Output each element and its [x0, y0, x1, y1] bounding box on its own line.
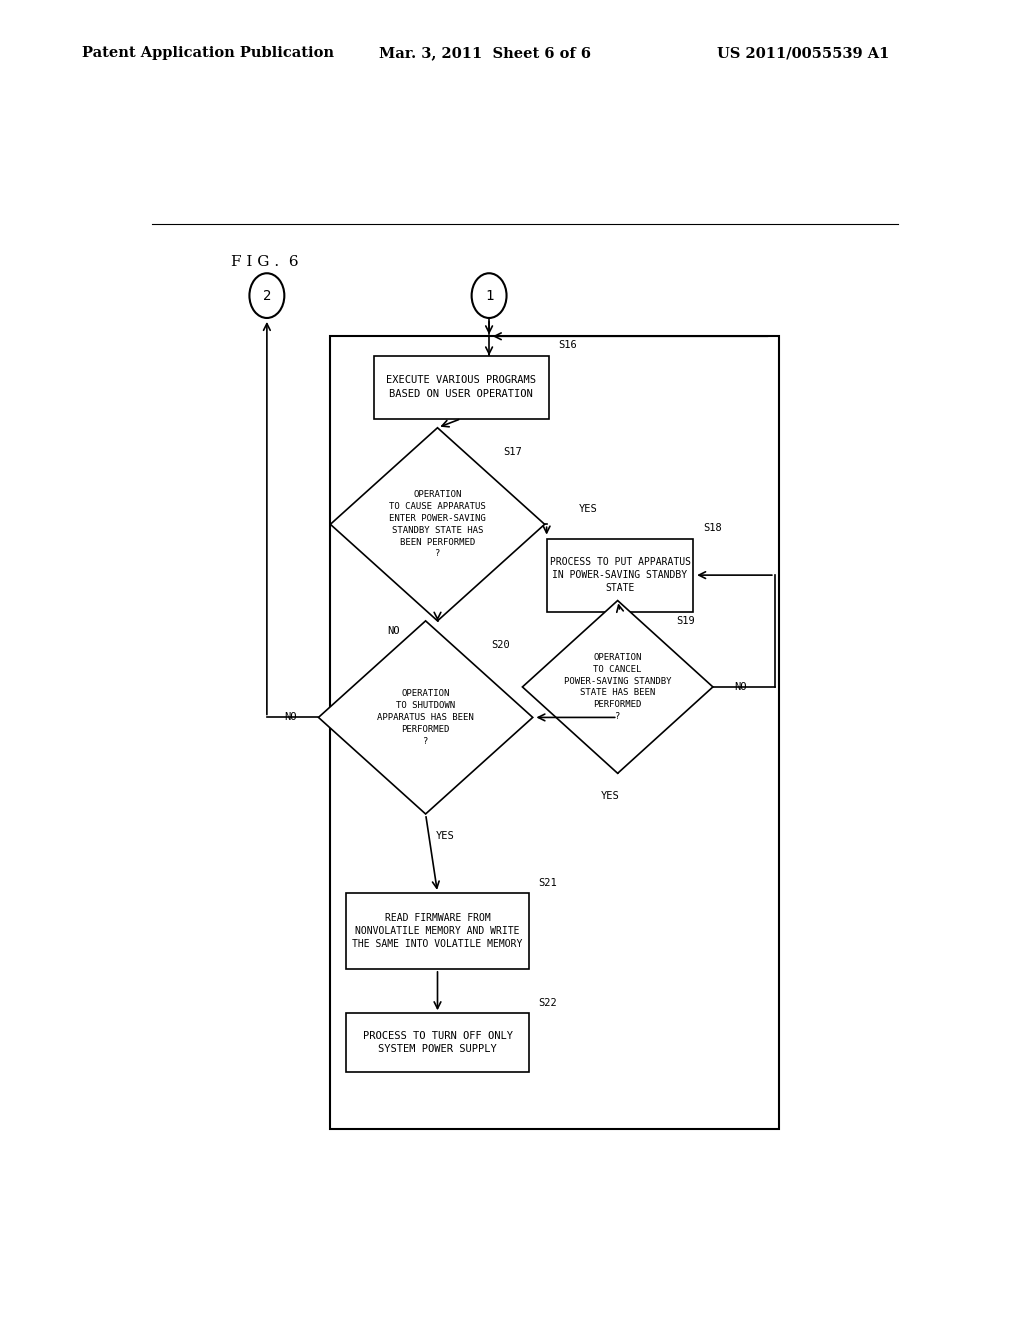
Text: Patent Application Publication: Patent Application Publication — [82, 46, 334, 61]
Text: OPERATION
TO CANCEL
POWER-SAVING STANDBY
STATE HAS BEEN
PERFORMED
?: OPERATION TO CANCEL POWER-SAVING STANDBY… — [564, 653, 672, 721]
Text: S19: S19 — [677, 616, 695, 627]
FancyBboxPatch shape — [374, 355, 549, 418]
Text: OPERATION
TO SHUTDOWN
APPARATUS HAS BEEN
PERFORMED
?: OPERATION TO SHUTDOWN APPARATUS HAS BEEN… — [377, 689, 474, 746]
Text: NO: NO — [734, 682, 746, 692]
Text: S20: S20 — [490, 640, 510, 649]
Text: EXECUTE VARIOUS PROGRAMS
BASED ON USER OPERATION: EXECUTE VARIOUS PROGRAMS BASED ON USER O… — [386, 375, 537, 399]
FancyBboxPatch shape — [346, 892, 528, 969]
Text: Mar. 3, 2011  Sheet 6 of 6: Mar. 3, 2011 Sheet 6 of 6 — [379, 46, 591, 61]
Text: S16: S16 — [558, 341, 577, 351]
Text: S18: S18 — [702, 524, 722, 533]
Text: YES: YES — [600, 791, 620, 801]
Polygon shape — [318, 620, 532, 814]
Circle shape — [472, 273, 507, 318]
Text: YES: YES — [579, 504, 598, 513]
Polygon shape — [331, 428, 545, 620]
Circle shape — [250, 273, 285, 318]
Text: OPERATION
TO CAUSE APPARATUS
ENTER POWER-SAVING
STANDBY STATE HAS
BEEN PERFORMED: OPERATION TO CAUSE APPARATUS ENTER POWER… — [389, 490, 485, 558]
Text: YES: YES — [436, 832, 455, 841]
Polygon shape — [522, 601, 713, 774]
Text: S22: S22 — [539, 998, 557, 1008]
Text: S17: S17 — [503, 446, 521, 457]
Text: US 2011/0055539 A1: US 2011/0055539 A1 — [717, 46, 889, 61]
Text: 1: 1 — [485, 289, 494, 302]
Text: PROCESS TO PUT APPARATUS
IN POWER-SAVING STANDBY
STATE: PROCESS TO PUT APPARATUS IN POWER-SAVING… — [550, 557, 690, 593]
Text: NO: NO — [285, 713, 297, 722]
Text: 2: 2 — [263, 289, 271, 302]
Text: F I G .  6: F I G . 6 — [231, 255, 299, 269]
FancyBboxPatch shape — [547, 539, 693, 611]
Text: NO: NO — [388, 626, 400, 636]
Text: PROCESS TO TURN OFF ONLY
SYSTEM POWER SUPPLY: PROCESS TO TURN OFF ONLY SYSTEM POWER SU… — [362, 1031, 512, 1055]
Text: READ FIRMWARE FROM
NONVOLATILE MEMORY AND WRITE
THE SAME INTO VOLATILE MEMORY: READ FIRMWARE FROM NONVOLATILE MEMORY AN… — [352, 912, 522, 949]
FancyBboxPatch shape — [346, 1014, 528, 1072]
Text: S21: S21 — [539, 878, 557, 887]
